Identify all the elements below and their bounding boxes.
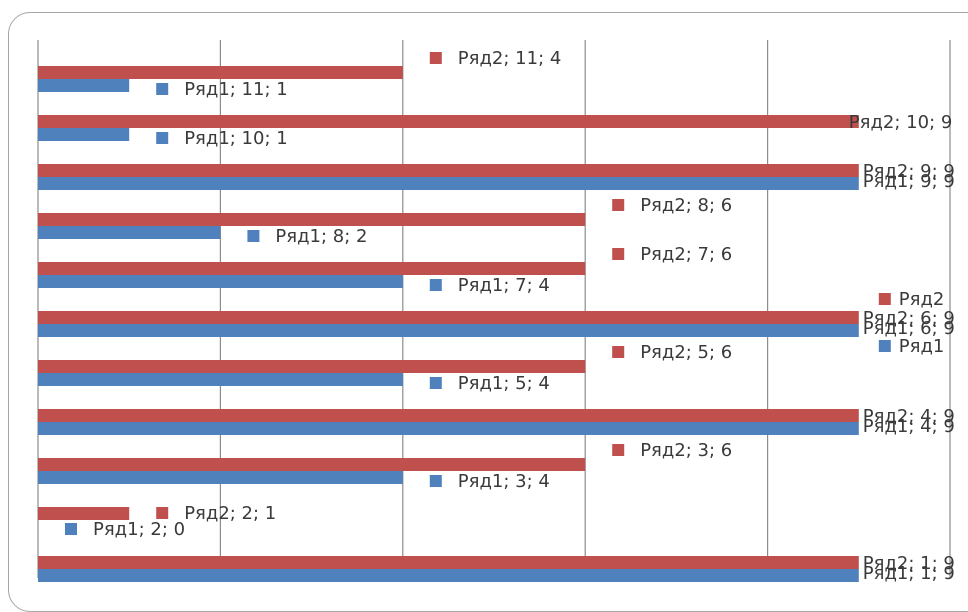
label-ряд2-5-legend-key xyxy=(612,346,625,358)
label-ряд2-3-legend-key xyxy=(612,444,625,456)
label-ряд2-2: Ряд2; 2; 1 xyxy=(184,503,276,524)
label-ряд1-6: Ряд1; 6; 9 xyxy=(863,318,955,339)
bar-ряд1-8 xyxy=(38,226,221,239)
bar-ряд2-4 xyxy=(38,409,859,422)
label-ряд1-3: Ряд1; 3; 4 xyxy=(458,471,550,492)
extra-label-1: Ряд1 xyxy=(899,336,945,357)
label-ряд1-5: Ряд1; 5; 4 xyxy=(458,373,550,394)
label-ряд1-10: Ряд1; 10; 1 xyxy=(184,128,288,149)
label-ряд1-3-legend-key xyxy=(429,475,442,487)
label-ряд2-7: Ряд2; 7; 6 xyxy=(640,244,732,265)
extra-label-1-legend-key xyxy=(878,340,891,352)
bar-ряд2-6 xyxy=(38,311,859,324)
label-ряд2-6: Ряд2; 6; 9 xyxy=(863,308,955,329)
bar-ряд2-3 xyxy=(38,458,586,471)
label-ряд1-11: Ряд1; 11; 1 xyxy=(184,79,288,100)
label-ряд1-11-legend-key xyxy=(156,83,169,95)
label-ряд1-4: Ряд1; 4; 9 xyxy=(863,416,955,437)
bar-ряд1-4 xyxy=(38,422,859,435)
bar-ряд2-1 xyxy=(38,556,859,569)
label-ряд2-8-legend-key xyxy=(612,199,625,211)
label-ряд2-8: Ряд2; 8; 6 xyxy=(640,195,732,216)
label-ряд1-9: Ряд1; 9; 9 xyxy=(863,171,955,192)
bar-ряд1-6 xyxy=(38,324,859,337)
label-ряд2-1: Ряд2; 1; 9 xyxy=(863,553,955,574)
bar-ряд2-10 xyxy=(38,115,859,128)
label-ряд1-1: Ряд1; 1; 9 xyxy=(863,563,955,584)
label-ряд1-10-legend-key xyxy=(156,132,169,144)
bar-ряд2-11 xyxy=(38,66,403,79)
bar-ряд1-5 xyxy=(38,373,403,386)
label-ряд2-11: Ряд2; 11; 4 xyxy=(458,48,562,69)
extra-label-0-legend-key xyxy=(878,293,891,305)
bar-ряд2-7 xyxy=(38,262,586,275)
extra-label-0: Ряд2 xyxy=(899,289,945,310)
bar-ряд2-9 xyxy=(38,164,859,177)
label-ряд2-4: Ряд2; 4; 9 xyxy=(863,406,955,427)
bar-ряд1-9 xyxy=(38,177,859,190)
label-ряд1-2-legend-key xyxy=(65,523,77,535)
bar-ряд1-3 xyxy=(38,471,403,484)
label-ряд1-7-legend-key xyxy=(429,279,442,291)
label-ряд1-8-legend-key xyxy=(247,230,260,242)
label-ряд1-5-legend-key xyxy=(429,377,442,389)
label-ряд1-8: Ряд1; 8; 2 xyxy=(275,226,367,247)
label-ряд1-7: Ряд1; 7; 4 xyxy=(458,275,550,296)
bar-ряд2-8 xyxy=(38,213,586,226)
label-ряд2-9: Ряд2; 9; 9 xyxy=(863,161,955,182)
bars xyxy=(38,66,859,582)
label-ряд2-11-legend-key xyxy=(429,52,442,64)
bar-ряд2-2 xyxy=(38,507,130,520)
bar-ряд1-1 xyxy=(38,569,859,582)
label-ряд2-5: Ряд2; 5; 6 xyxy=(640,342,732,363)
bar-ряд2-5 xyxy=(38,360,586,373)
bar-ряд1-7 xyxy=(38,275,403,288)
label-ряд2-2-legend-key xyxy=(156,507,169,519)
label-ряд2-7-legend-key xyxy=(612,248,625,260)
bar-ряд1-10 xyxy=(38,128,130,141)
label-ряд1-2: Ряд1; 2; 0 xyxy=(93,519,185,540)
bar-ряд1-11 xyxy=(38,79,130,92)
label-ряд2-3: Ряд2; 3; 6 xyxy=(640,440,732,461)
label-ряд2-10: Ряд2; 10; 9 xyxy=(849,112,953,133)
